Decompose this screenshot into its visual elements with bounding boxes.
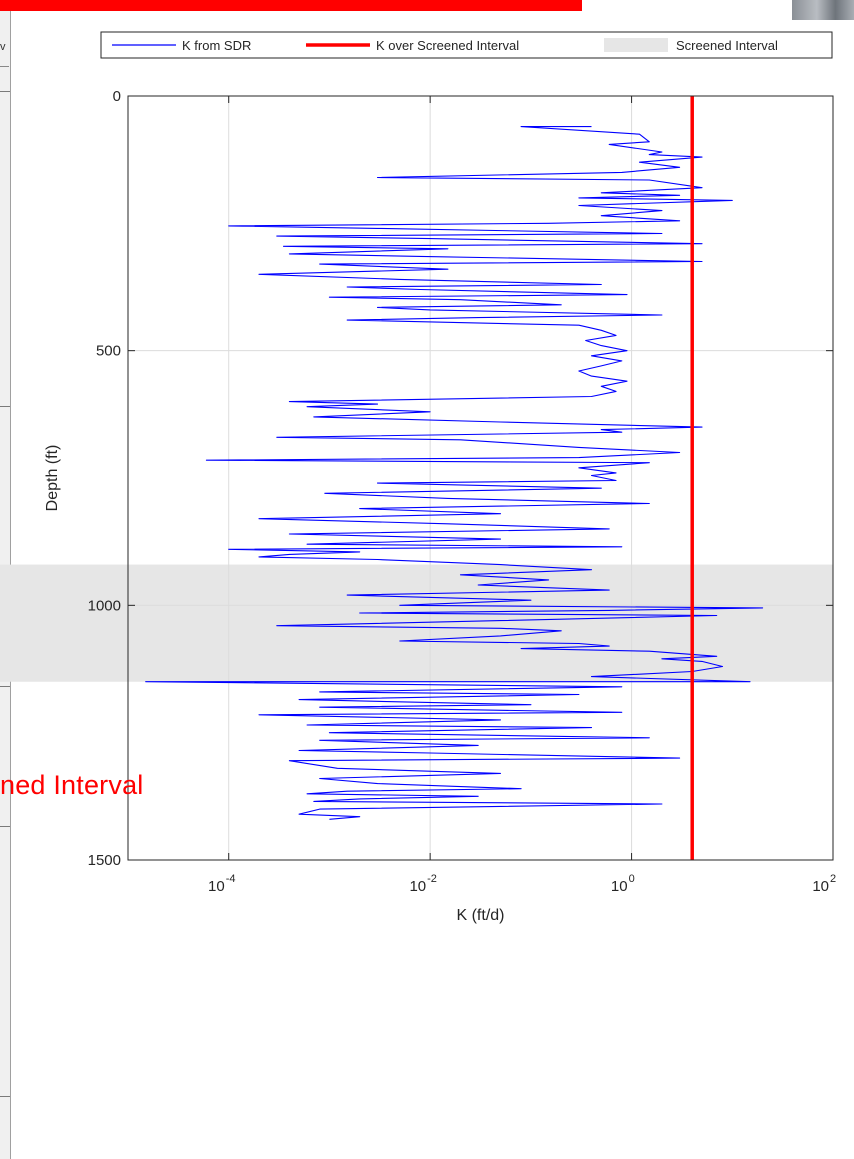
y-tick-label: 0	[113, 88, 121, 105]
y-axis-label: Depth (ft)	[44, 445, 61, 512]
plot-background	[128, 96, 833, 860]
axes-box	[127, 95, 834, 861]
legend-swatch-screened-interval	[604, 38, 668, 52]
y-tick-label: 1000	[88, 597, 121, 614]
legend-box	[100, 31, 833, 59]
series-layer	[145, 96, 764, 860]
series-line-k-from-sdr	[145, 126, 764, 820]
x-tick-label-base: 10	[812, 878, 829, 895]
x-tick-label-exponent: -2	[427, 873, 437, 885]
x-tick-label-exponent: 0	[629, 873, 635, 885]
left-edge-divider	[0, 686, 10, 687]
x-tick-label-exponent: 2	[830, 873, 836, 885]
x-tick-label-base: 10	[208, 878, 225, 895]
x-tick-label-exponent: -4	[226, 873, 236, 885]
legend-entry-label: K from SDR	[182, 38, 251, 53]
y-tick-label: 500	[96, 343, 121, 360]
x-axis-label: K (ft/d)	[456, 907, 504, 924]
screened-interval-patch	[0, 564, 833, 682]
x-tick-label-base: 10	[611, 878, 628, 895]
left-edge-divider	[0, 406, 10, 407]
left-edge-divider	[0, 1096, 10, 1097]
red-annotation-banner	[0, 0, 582, 11]
y-tick-label: 1500	[88, 852, 121, 869]
legend-entry-label: K over Screened Interval	[376, 38, 519, 53]
background-photo-corner	[792, 0, 854, 20]
left-edge-divider	[0, 826, 10, 827]
screened-interval-overlay-label: ned Interval	[0, 770, 144, 800]
left-edge-divider	[0, 91, 10, 92]
legend[interactable]: K from SDR K over Screened Interval Screen…	[100, 31, 833, 59]
left-edge-tab-label: v	[0, 41, 9, 67]
plot-area	[0, 96, 833, 860]
x-tick-label-base: 10	[409, 878, 426, 895]
legend-entry-label: Screened Interval	[676, 38, 778, 53]
